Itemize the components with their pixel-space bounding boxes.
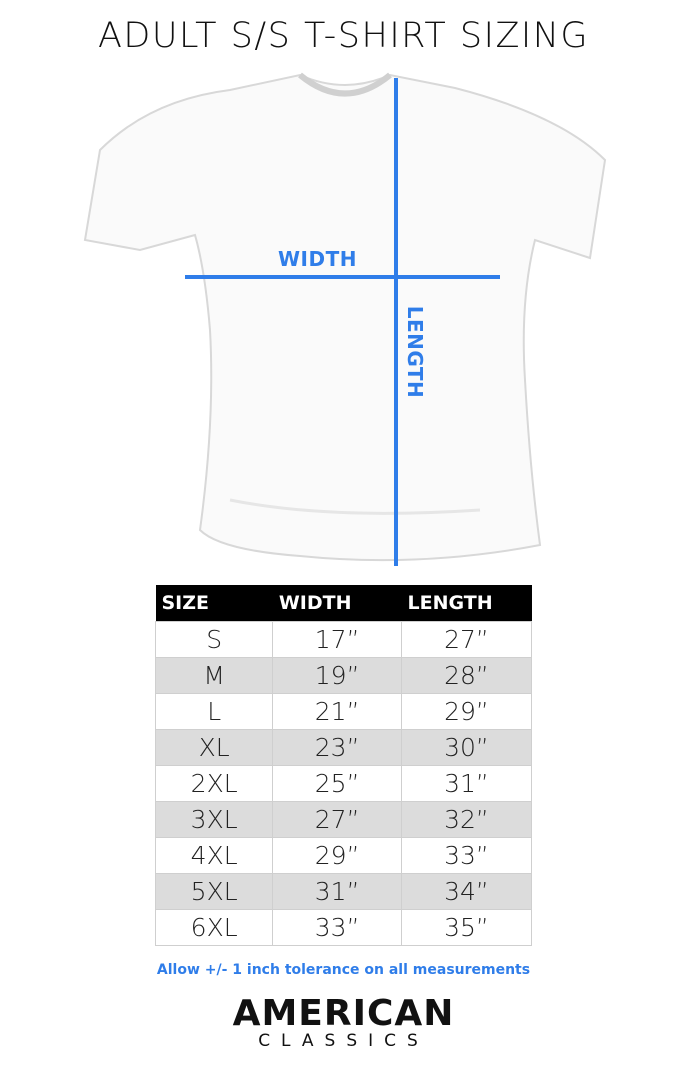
size-cell: M xyxy=(154,657,274,694)
table-row: L 21” 29” xyxy=(154,693,532,730)
tolerance-note: Allow +/- 1 inch tolerance on all measur… xyxy=(156,962,531,978)
table-header-row: SIZE WIDTH LENGTH xyxy=(155,585,532,622)
width-cell: 25” xyxy=(272,765,403,802)
size-cell: 3XL xyxy=(154,801,274,838)
tshirt-diagram xyxy=(83,72,607,566)
header-width: WIDTH xyxy=(272,585,402,622)
table-row: M 19” 28” xyxy=(154,657,532,694)
width-label: WIDTH xyxy=(278,247,357,271)
table-row: 6XL 33” 35” xyxy=(154,909,532,946)
length-cell: 35” xyxy=(401,909,532,946)
length-cell: 27” xyxy=(401,621,532,658)
width-cell: 17” xyxy=(272,621,403,658)
length-cell: 33” xyxy=(401,837,532,874)
size-cell: L xyxy=(154,693,274,730)
width-cell: 21” xyxy=(272,693,403,730)
size-cell: S xyxy=(154,621,274,658)
tshirt-shape xyxy=(83,73,607,562)
length-cell: 31” xyxy=(401,765,532,802)
length-cell: 28” xyxy=(401,657,532,694)
logo-classics: CLASSICS xyxy=(258,1031,429,1051)
size-cell: XL xyxy=(154,729,274,766)
width-cell: 29” xyxy=(272,837,403,874)
header-length: LENGTH xyxy=(401,585,532,622)
table-row: S 17” 27” xyxy=(154,621,532,658)
table-row: 2XL 25” 31” xyxy=(154,765,532,802)
table-row: 5XL 31” 34” xyxy=(154,873,532,910)
size-cell: 4XL xyxy=(154,837,274,874)
size-cell: 5XL xyxy=(154,873,274,910)
tshirt-fold-shadow xyxy=(229,498,481,515)
width-cell: 31” xyxy=(272,873,403,910)
page-title: ADULT S/S T-SHIRT SIZING xyxy=(97,16,590,56)
width-cell: 33” xyxy=(272,909,403,946)
size-cell: 2XL xyxy=(154,765,274,802)
length-label: LENGTH xyxy=(403,305,427,399)
table-row: 4XL 29” 33” xyxy=(154,837,532,874)
length-cell: 29” xyxy=(401,693,532,730)
tshirt-collar xyxy=(298,72,392,97)
table-row: XL 23” 30” xyxy=(154,729,532,766)
size-cell: 6XL xyxy=(154,909,274,946)
width-cell: 23” xyxy=(272,729,403,766)
length-cell: 30” xyxy=(401,729,532,766)
width-cell: 19” xyxy=(272,657,403,694)
header-size: SIZE xyxy=(155,585,273,622)
width-cell: 27” xyxy=(272,801,403,838)
size-table: SIZE WIDTH LENGTH S 17” 27” M 19” 28” L 21” 29” X… xyxy=(154,585,532,946)
logo-american: AMERICAN xyxy=(232,993,455,1034)
length-cell: 34” xyxy=(401,873,532,910)
length-cell: 32” xyxy=(401,801,532,838)
table-row: 3XL 27” 32” xyxy=(154,801,532,838)
